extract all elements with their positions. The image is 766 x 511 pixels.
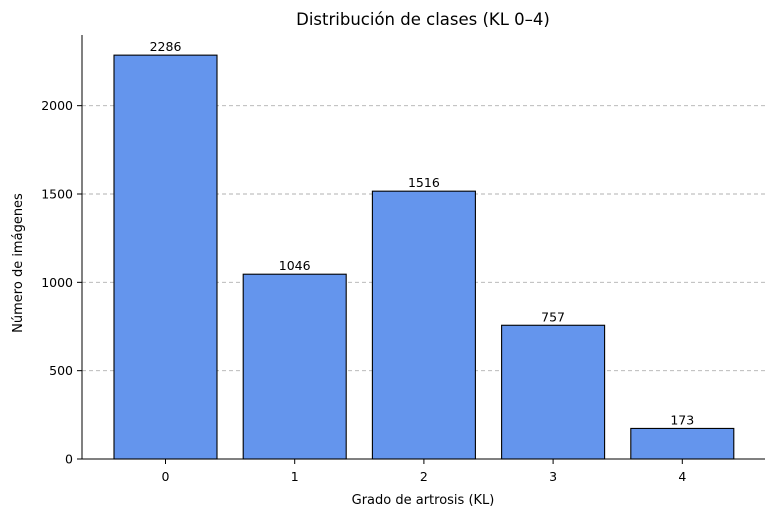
chart-title: Distribución de clases (KL 0–4) <box>296 10 550 29</box>
bar-value-label: 1516 <box>408 175 440 190</box>
bar-4 <box>630 427 735 460</box>
bar-value-labels: 2286 1046 1516 757 173 <box>150 39 695 427</box>
x-tick-label: 3 <box>549 469 557 484</box>
y-tick-label: 1000 <box>41 275 73 290</box>
bar-value-label: 2286 <box>150 39 182 54</box>
bar-value-label: 757 <box>541 309 565 324</box>
y-axis-label: Número de imágenes <box>11 193 26 333</box>
y-tick-label: 2000 <box>41 98 73 113</box>
x-ticks: 0 1 2 3 4 <box>162 459 686 484</box>
x-tick-label: 4 <box>678 469 686 484</box>
bar-2 <box>371 190 476 460</box>
x-tick-label: 2 <box>420 469 428 484</box>
x-tick-label: 1 <box>291 469 299 484</box>
bars <box>113 54 735 460</box>
y-ticks: 0 500 1000 1500 2000 <box>41 98 82 467</box>
bar-3 <box>501 324 606 460</box>
bar-value-label: 173 <box>670 412 694 427</box>
y-tick-label: 500 <box>49 363 73 378</box>
bar-0 <box>113 54 218 460</box>
x-tick-label: 0 <box>162 469 170 484</box>
bar-value-label: 1046 <box>279 258 311 273</box>
y-tick-label: 1500 <box>41 187 73 202</box>
y-tick-label: 0 <box>65 452 73 467</box>
x-axis-label: Grado de artrosis (KL) <box>352 493 495 508</box>
bar-1 <box>242 273 347 460</box>
